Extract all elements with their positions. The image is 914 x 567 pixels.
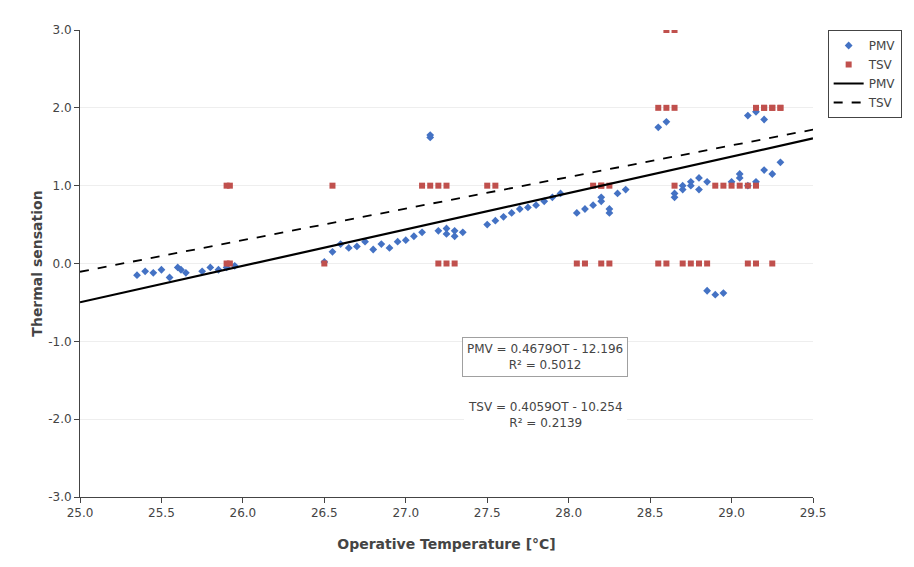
svg-text:PMV: PMV — [869, 77, 896, 91]
svg-text:27.5: 27.5 — [474, 506, 501, 520]
svg-text:28.0: 28.0 — [555, 506, 582, 520]
svg-text:25.0: 25.0 — [67, 506, 94, 520]
svg-text:PMV: PMV — [869, 39, 896, 53]
svg-text:2.0: 2.0 — [53, 101, 72, 115]
svg-text:Thermal sensation: Thermal sensation — [29, 190, 45, 336]
svg-text:27.0: 27.0 — [392, 506, 419, 520]
svg-text:26.5: 26.5 — [311, 506, 338, 520]
svg-text:TSV = 0.4059OT - 10.254R² = 0.: TSV = 0.4059OT - 10.254R² = 0.2139 — [468, 400, 623, 430]
svg-text:25.5: 25.5 — [148, 506, 175, 520]
svg-text:29.5: 29.5 — [800, 506, 827, 520]
svg-text:-3.0: -3.0 — [48, 490, 71, 504]
svg-text:26.0: 26.0 — [230, 506, 257, 520]
svg-text:0.0: 0.0 — [53, 257, 72, 271]
svg-text:Operative Temperature [°C]: Operative Temperature [°C] — [337, 536, 555, 552]
svg-text:3.0: 3.0 — [53, 23, 72, 37]
svg-text:29.0: 29.0 — [718, 506, 745, 520]
svg-text:-1.0: -1.0 — [48, 335, 71, 349]
svg-text:TSV: TSV — [868, 96, 893, 110]
svg-text:TSV: TSV — [868, 58, 893, 72]
svg-text:-2.0: -2.0 — [48, 412, 71, 426]
svg-text:1.0: 1.0 — [53, 179, 72, 193]
svg-text:PMV = 0.4679OT - 12.196R² = 0.: PMV = 0.4679OT - 12.196R² = 0.5012 — [467, 342, 623, 372]
svg-text:28.5: 28.5 — [637, 506, 664, 520]
